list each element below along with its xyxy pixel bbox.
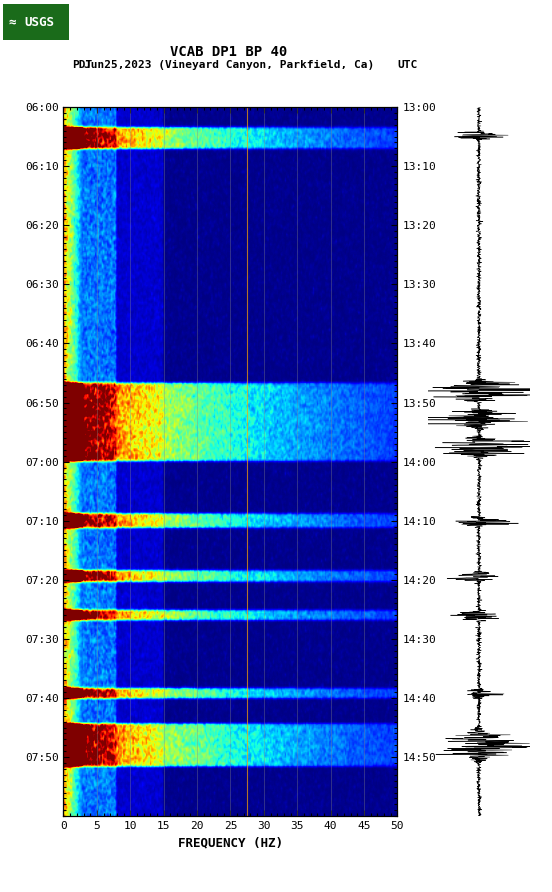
Text: USGS: USGS	[24, 16, 54, 29]
Text: Jun25,2023 (Vineyard Canyon, Parkfield, Ca): Jun25,2023 (Vineyard Canyon, Parkfield, …	[84, 60, 374, 70]
Text: VCAB DP1 BP 40: VCAB DP1 BP 40	[171, 45, 288, 59]
Text: UTC: UTC	[397, 60, 418, 70]
Text: ≈: ≈	[9, 16, 17, 29]
X-axis label: FREQUENCY (HZ): FREQUENCY (HZ)	[178, 837, 283, 849]
Text: PDT: PDT	[72, 60, 92, 70]
